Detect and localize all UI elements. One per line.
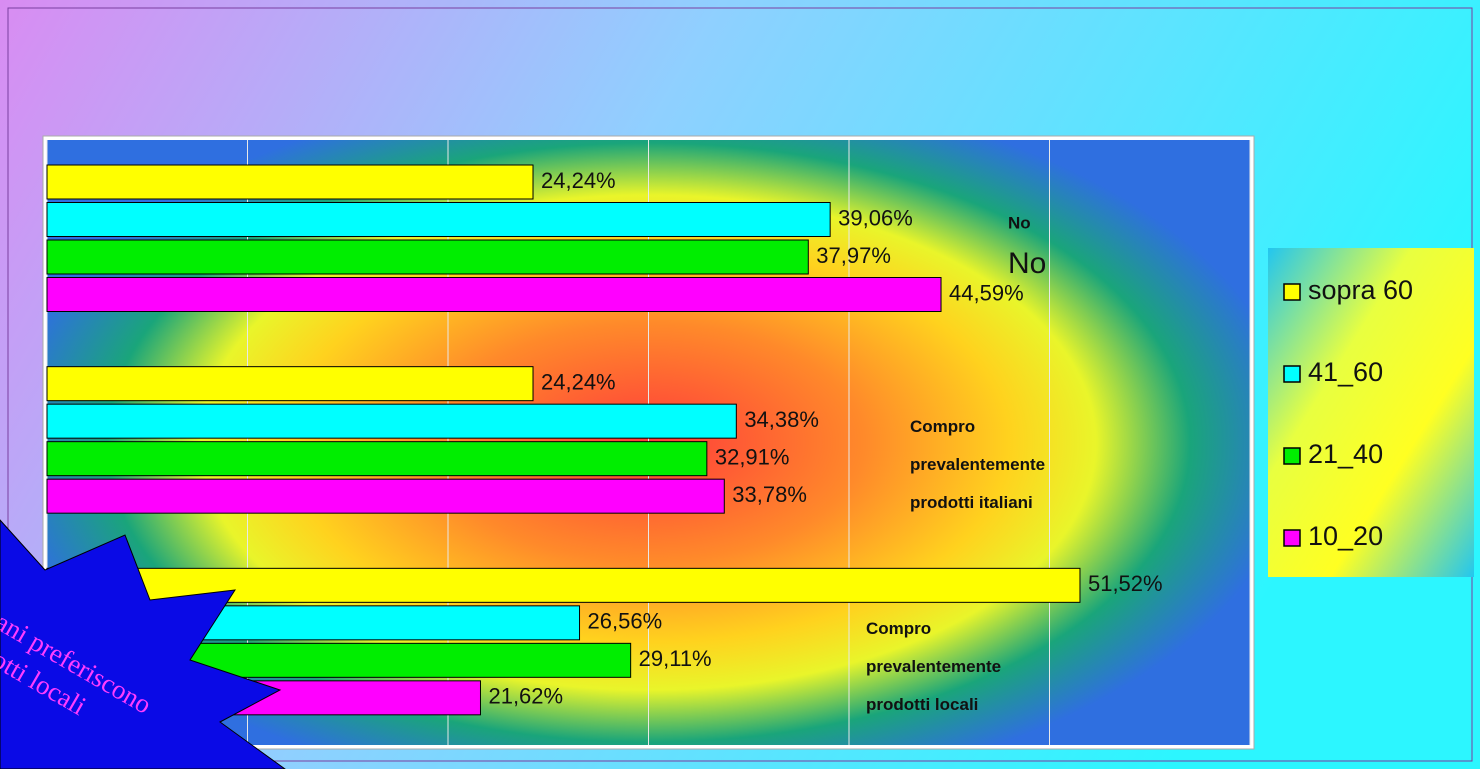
data-label: 24,24% bbox=[541, 168, 616, 193]
legend-box bbox=[1268, 248, 1474, 577]
legend-label: 41_60 bbox=[1308, 357, 1383, 387]
data-label: 33,78% bbox=[732, 482, 807, 507]
bar bbox=[46, 277, 942, 312]
category-label: Compro bbox=[910, 417, 975, 436]
category-label: prodotti italiani bbox=[910, 493, 1033, 512]
legend-label: 21_40 bbox=[1308, 439, 1383, 469]
category-label: No bbox=[1008, 247, 1046, 280]
data-label: 26,56% bbox=[588, 609, 663, 634]
data-label: 32,91% bbox=[715, 444, 790, 469]
legend-swatch bbox=[1283, 365, 1301, 383]
category-label: prevalentemente bbox=[910, 455, 1045, 474]
category-label: prodotti locali bbox=[866, 695, 978, 714]
data-label: 44,59% bbox=[949, 280, 1024, 305]
legend-label: sopra 60 bbox=[1308, 275, 1413, 305]
legend-label: 10_20 bbox=[1308, 521, 1383, 551]
data-label: 21,62% bbox=[488, 684, 563, 709]
bar bbox=[46, 478, 725, 514]
data-label: 24,24% bbox=[541, 369, 616, 394]
legend-swatch bbox=[1283, 447, 1301, 465]
data-label: 39,06% bbox=[838, 205, 913, 230]
category-label: Compro bbox=[866, 619, 931, 638]
bar bbox=[46, 441, 708, 477]
bar bbox=[46, 239, 809, 275]
starburst bbox=[0, 519, 286, 769]
category-label: No bbox=[1008, 213, 1031, 232]
bar bbox=[46, 202, 831, 237]
bar bbox=[46, 366, 534, 402]
data-label: 51,52% bbox=[1088, 571, 1163, 596]
data-label: 37,97% bbox=[816, 243, 891, 268]
category-label: prevalentemente bbox=[866, 657, 1001, 676]
bar bbox=[46, 403, 737, 439]
data-label: 29,11% bbox=[639, 646, 712, 671]
bar bbox=[46, 164, 534, 200]
legend-swatch bbox=[1283, 283, 1301, 301]
data-label: 34,38% bbox=[744, 407, 819, 432]
legend-swatch bbox=[1283, 529, 1301, 547]
